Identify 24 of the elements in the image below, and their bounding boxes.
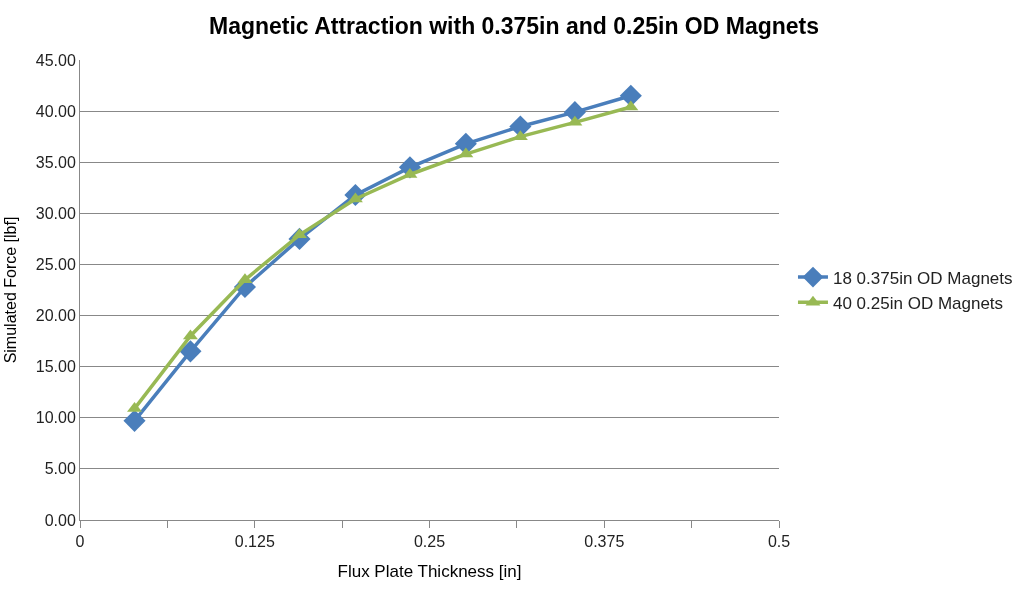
y-tick-label: 20.00 bbox=[35, 307, 76, 325]
legend-label: 40 0.25in OD Magnets bbox=[832, 293, 1004, 313]
x-tick-label: 0.25 bbox=[413, 533, 446, 551]
y-tick-label: 5.00 bbox=[44, 460, 76, 478]
x-tick-label: 0 bbox=[75, 533, 85, 551]
y-tick-label: 35.00 bbox=[35, 153, 76, 171]
point bbox=[123, 409, 146, 432]
y-tick-label: 45.00 bbox=[35, 51, 76, 69]
point bbox=[619, 84, 642, 107]
chart-title: Magnetic Attraction with 0.375in and 0.25in OD Magnets bbox=[208, 12, 820, 39]
y-axis-title: Simulated Force [lbf] bbox=[1, 216, 19, 364]
y-tick-label: 0.00 bbox=[44, 511, 76, 529]
x-tick-label: 0.375 bbox=[584, 533, 625, 551]
x-axis-title: Flux Plate Thickness [in] bbox=[337, 561, 522, 581]
x-tick-label: 0.5 bbox=[767, 533, 791, 551]
y-tick-label: 25.00 bbox=[35, 256, 76, 274]
y-tick-label: 30.00 bbox=[35, 204, 76, 222]
y-tick-label: 40.00 bbox=[35, 102, 76, 120]
point bbox=[454, 132, 477, 155]
legend-label: 18 0.375in OD Magnets bbox=[832, 268, 1013, 288]
y-tick-label: 10.00 bbox=[35, 409, 76, 427]
x-tick-label: 0.125 bbox=[234, 533, 275, 551]
y-tick-label: 15.00 bbox=[35, 358, 76, 376]
point bbox=[179, 340, 202, 363]
